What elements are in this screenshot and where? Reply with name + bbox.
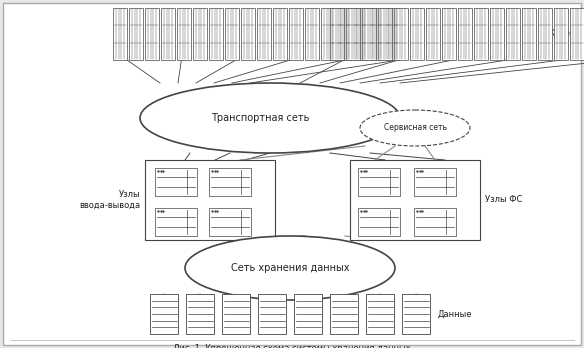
FancyBboxPatch shape — [337, 8, 351, 60]
Ellipse shape — [360, 110, 470, 146]
FancyBboxPatch shape — [474, 8, 488, 60]
FancyBboxPatch shape — [410, 8, 424, 60]
FancyBboxPatch shape — [358, 168, 400, 196]
FancyBboxPatch shape — [458, 8, 472, 60]
FancyBboxPatch shape — [161, 8, 175, 60]
FancyBboxPatch shape — [294, 294, 322, 334]
Text: Рис. 1. Упрощенная схема системы хранения данных: Рис. 1. Упрощенная схема системы хранени… — [174, 344, 410, 348]
FancyBboxPatch shape — [321, 8, 335, 60]
FancyBboxPatch shape — [426, 8, 440, 60]
FancyBboxPatch shape — [369, 8, 383, 60]
FancyBboxPatch shape — [258, 294, 286, 334]
FancyBboxPatch shape — [186, 294, 214, 334]
FancyBboxPatch shape — [209, 8, 223, 60]
FancyBboxPatch shape — [209, 168, 251, 196]
FancyBboxPatch shape — [129, 8, 143, 60]
Text: Сервисная сеть: Сервисная сеть — [384, 124, 447, 133]
FancyBboxPatch shape — [209, 208, 251, 236]
FancyBboxPatch shape — [353, 8, 367, 60]
FancyBboxPatch shape — [150, 294, 178, 334]
FancyBboxPatch shape — [330, 294, 358, 334]
Text: Транспортная сеть: Транспортная сеть — [211, 113, 309, 123]
Ellipse shape — [185, 236, 395, 300]
FancyBboxPatch shape — [113, 8, 127, 60]
FancyBboxPatch shape — [394, 8, 408, 60]
Text: Узлы ФС: Узлы ФС — [485, 196, 522, 205]
FancyBboxPatch shape — [155, 208, 197, 236]
FancyBboxPatch shape — [366, 294, 394, 334]
FancyBboxPatch shape — [3, 3, 581, 345]
Text: Сеть хранения данных: Сеть хранения данных — [231, 263, 349, 273]
Text: Узлы
ввода-вывода: Узлы ввода-вывода — [79, 190, 140, 210]
FancyBboxPatch shape — [193, 8, 207, 60]
Text: Клиенты: Клиенты — [548, 30, 584, 39]
FancyBboxPatch shape — [490, 8, 504, 60]
FancyBboxPatch shape — [358, 208, 400, 236]
FancyBboxPatch shape — [257, 8, 271, 60]
Ellipse shape — [140, 83, 400, 153]
Text: Данные: Данные — [438, 309, 472, 318]
FancyBboxPatch shape — [350, 160, 480, 240]
FancyBboxPatch shape — [222, 294, 250, 334]
FancyBboxPatch shape — [570, 8, 584, 60]
FancyBboxPatch shape — [273, 8, 287, 60]
FancyBboxPatch shape — [385, 8, 399, 60]
FancyBboxPatch shape — [155, 168, 197, 196]
FancyBboxPatch shape — [522, 8, 536, 60]
FancyBboxPatch shape — [145, 8, 159, 60]
FancyBboxPatch shape — [330, 8, 344, 60]
FancyBboxPatch shape — [414, 208, 456, 236]
FancyBboxPatch shape — [305, 8, 319, 60]
FancyBboxPatch shape — [346, 8, 360, 60]
FancyBboxPatch shape — [414, 168, 456, 196]
FancyBboxPatch shape — [225, 8, 239, 60]
FancyBboxPatch shape — [241, 8, 255, 60]
FancyBboxPatch shape — [362, 8, 376, 60]
FancyBboxPatch shape — [145, 160, 275, 240]
FancyBboxPatch shape — [506, 8, 520, 60]
FancyBboxPatch shape — [177, 8, 191, 60]
FancyBboxPatch shape — [442, 8, 456, 60]
FancyBboxPatch shape — [554, 8, 568, 60]
FancyBboxPatch shape — [402, 294, 430, 334]
FancyBboxPatch shape — [538, 8, 552, 60]
FancyBboxPatch shape — [289, 8, 303, 60]
FancyBboxPatch shape — [378, 8, 392, 60]
